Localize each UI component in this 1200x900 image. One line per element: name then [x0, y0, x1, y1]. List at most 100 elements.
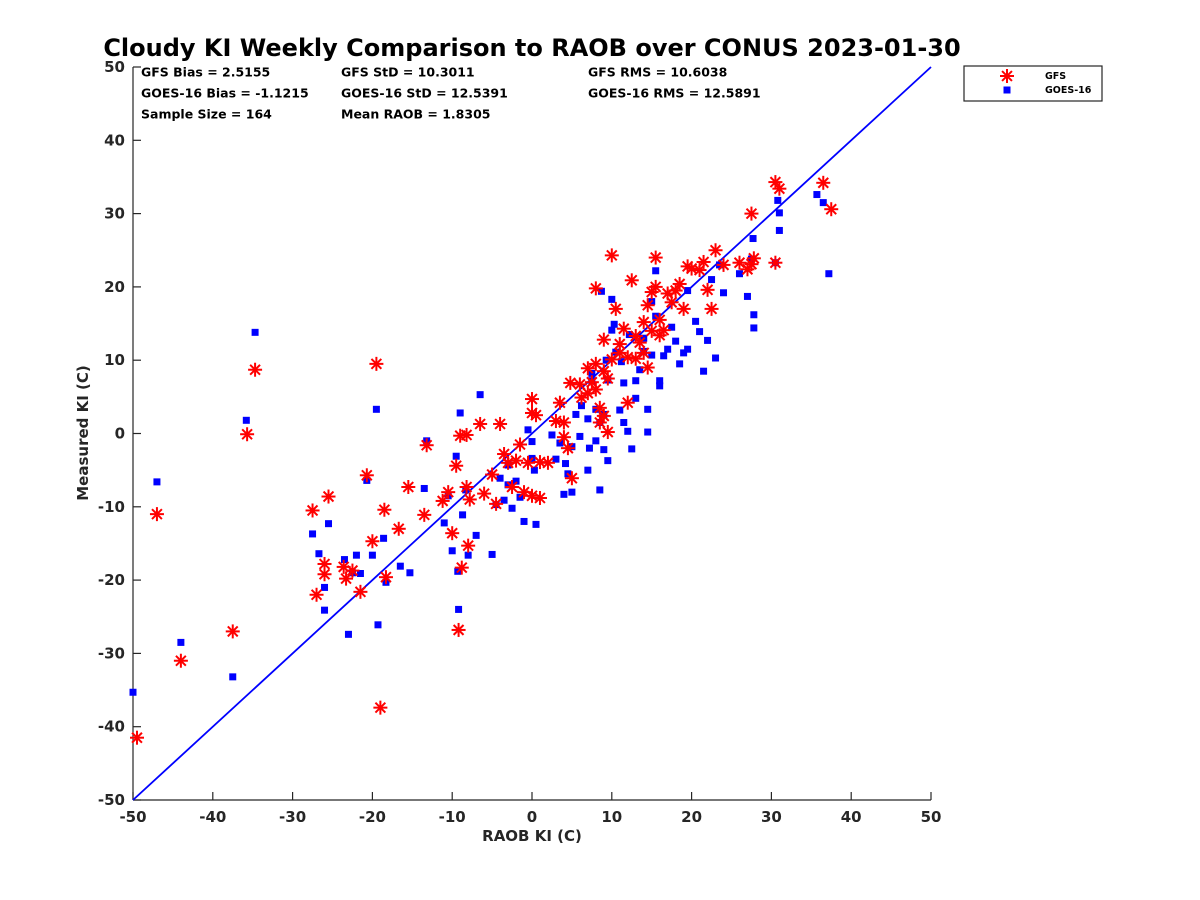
goes16-point: [455, 605, 463, 613]
gfs-point: [493, 416, 508, 431]
goes16-point: [600, 446, 608, 454]
goes16-point: [374, 621, 382, 629]
gfs-point: [556, 430, 571, 445]
gfs-point: [572, 377, 587, 392]
stat-text: GOES-16 Bias = -1.1215: [141, 86, 309, 101]
goes16-point: [556, 439, 564, 447]
x-tick-label: -50: [119, 808, 146, 826]
goes16-point: [396, 562, 404, 570]
gfs-point: [574, 390, 589, 405]
x-tick-label: 40: [841, 808, 862, 826]
goes16-point: [656, 377, 664, 385]
goes16-point: [644, 428, 652, 436]
goes16-point: [585, 444, 593, 452]
goes16-point: [743, 292, 751, 300]
gfs-point: [435, 493, 450, 508]
gfs-point: [616, 321, 631, 336]
goes16-point: [620, 419, 628, 427]
goes16-point: [576, 432, 584, 440]
goes16-point: [620, 379, 628, 387]
gfs-point: [648, 279, 663, 294]
goes16-point: [597, 287, 605, 295]
goes16-point: [321, 583, 329, 591]
x-tick-label: -10: [439, 808, 466, 826]
gfs-point: [419, 438, 434, 453]
goes16-point: [344, 630, 352, 638]
goes16-point: [684, 345, 692, 353]
gfs-point: [509, 453, 524, 468]
gfs-point: [636, 315, 651, 330]
goes16-point: [708, 276, 716, 284]
gfs-point: [365, 534, 380, 549]
gfs-point: [417, 507, 432, 522]
goes16-point: [448, 547, 456, 555]
goes16-point: [512, 477, 520, 485]
goes16-point: [577, 402, 585, 410]
goes16-point: [684, 287, 692, 295]
goes16-point: [496, 474, 504, 482]
goes16-point: [368, 551, 376, 559]
goes16-point: [452, 452, 460, 460]
goes16-point: [700, 367, 708, 375]
gfs-point: [489, 496, 504, 511]
goes16-point: [750, 311, 758, 319]
goes16-point: [608, 326, 616, 334]
gfs-point: [513, 437, 528, 452]
y-tick-label: -40: [98, 718, 125, 736]
stat-text: Mean RAOB = 1.8305: [341, 107, 490, 122]
goes16-point: [315, 550, 323, 558]
y-tick-label: 20: [104, 278, 125, 296]
legend-goes16-label: GOES-16: [1045, 85, 1092, 96]
gfs-point: [588, 281, 603, 296]
goes16-point: [656, 382, 664, 390]
goes16-point: [562, 460, 570, 468]
goes16-point: [676, 360, 684, 368]
stat-text: GFS RMS = 10.6038: [588, 65, 727, 80]
goes16-point: [153, 478, 161, 486]
gfs-point: [672, 276, 687, 291]
gfs-point: [401, 480, 416, 495]
goes16-point: [524, 426, 532, 434]
gfs-point: [451, 622, 466, 637]
goes16-point: [321, 606, 329, 614]
goes16-point: [464, 551, 472, 559]
gfs-point: [648, 250, 663, 265]
gfs-point: [339, 571, 354, 586]
gfs-point: [528, 408, 543, 423]
gfs-point: [824, 202, 839, 217]
y-tick-label: -10: [98, 498, 125, 516]
gfs-point: [353, 584, 368, 599]
gfs-point: [525, 488, 539, 503]
gfs-point: [377, 502, 392, 517]
goes16-point: [242, 416, 250, 424]
gfs-point: [564, 471, 579, 486]
gfs-point: [373, 700, 388, 715]
y-tick-label: -30: [98, 644, 125, 662]
goes16-point: [356, 570, 364, 578]
gfs-point: [676, 301, 691, 316]
stat-text: GFS StD = 10.3011: [341, 65, 475, 80]
goes16-point: [352, 551, 360, 559]
gfs-point: [563, 375, 578, 390]
y-ticks: -50 -40 -30 -20 -10 0 10 20 30 40 50: [98, 58, 141, 809]
gfs-point: [391, 521, 406, 536]
gfs-point: [640, 360, 655, 375]
gfs-point: [588, 382, 603, 397]
goes16-point: [372, 405, 380, 413]
goes16-point: [608, 295, 616, 303]
goes16-point: [720, 289, 728, 297]
goes16-point: [750, 324, 758, 332]
gfs-point: [628, 351, 643, 366]
goes16-point: [129, 688, 137, 696]
goes16-point: [552, 455, 560, 463]
y-axis-label: Measured KI (C): [74, 365, 92, 501]
goes16-point: [664, 345, 672, 353]
goes16-point: [704, 336, 712, 344]
gfs-point: [309, 587, 324, 602]
x-tick-label: -30: [279, 808, 306, 826]
goes16-point: [459, 511, 467, 519]
gfs-point: [305, 503, 320, 518]
goes16-point: [672, 337, 680, 345]
